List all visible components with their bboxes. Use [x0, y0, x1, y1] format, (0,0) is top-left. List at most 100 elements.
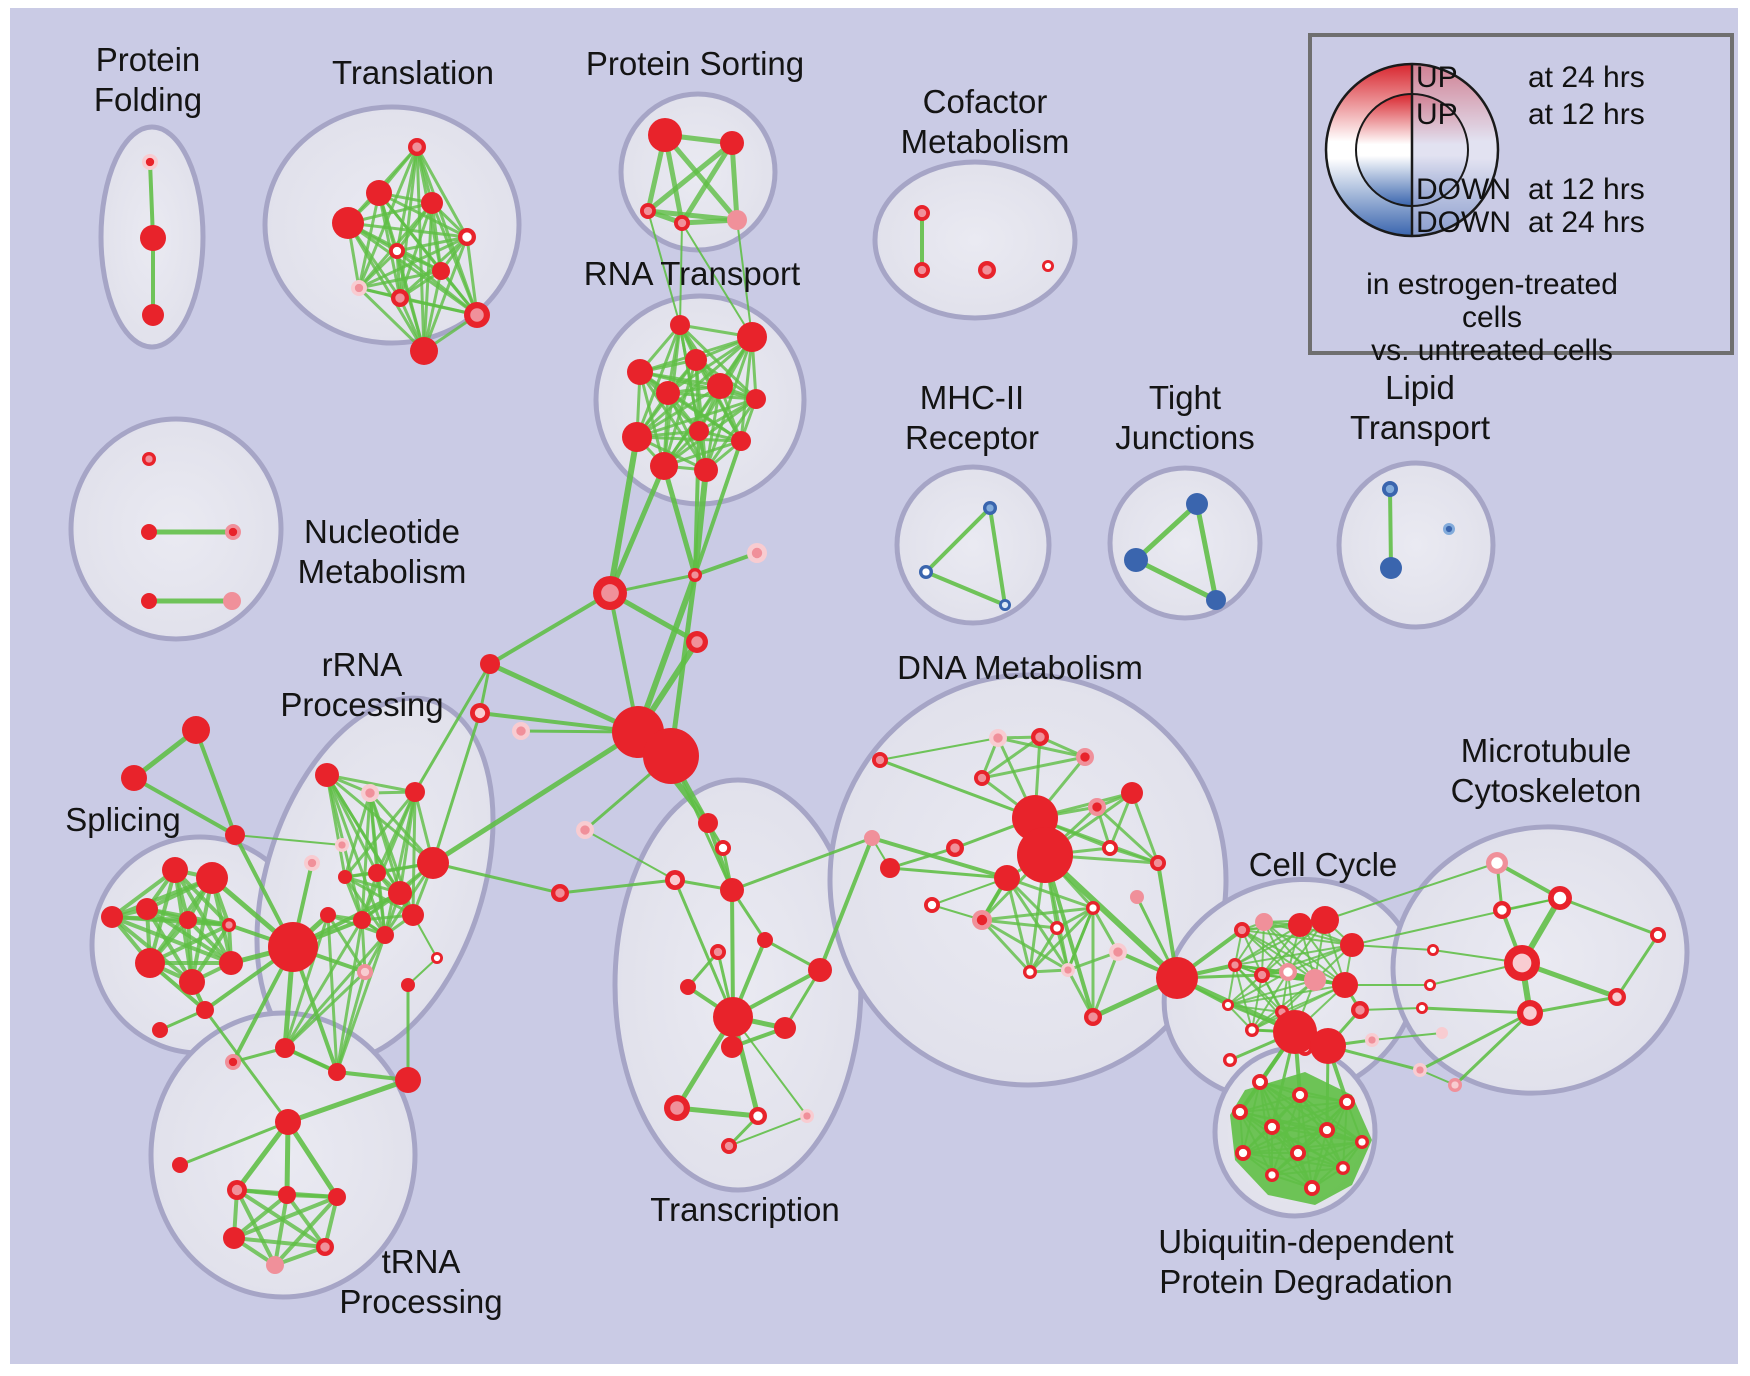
cluster-ellipse-transcription [612, 777, 864, 1193]
network-node [720, 131, 744, 155]
network-edge [148, 868, 177, 965]
network-node [1273, 1010, 1317, 1054]
network-edge [1251, 974, 1263, 1031]
network-node [1436, 1027, 1448, 1039]
network-edge [487, 661, 641, 735]
network-node-core [1224, 1001, 1232, 1009]
cluster-label-protein-folding: Protein Folding [93, 41, 203, 118]
network-node-core [1248, 1026, 1256, 1034]
network-node [746, 389, 766, 409]
network-edge [1271, 1101, 1348, 1176]
network-node-core [677, 218, 687, 228]
legend-row-down-12: DOWN at 12 hrs [1416, 172, 1645, 208]
network-node [320, 907, 336, 923]
legend-direction-label: UP [1416, 98, 1458, 131]
network-edge [194, 728, 237, 837]
network-edge [980, 906, 1095, 922]
network-node-core [1035, 732, 1045, 742]
network-edge [693, 439, 743, 577]
network-edge [584, 829, 676, 881]
legend-row-up-24: UP at 24 hrs [1416, 60, 1645, 96]
network-edge [668, 572, 698, 759]
network-edge [283, 918, 364, 1050]
network-node [694, 458, 718, 482]
network-edge [1005, 876, 1070, 972]
network-node-core [724, 1141, 734, 1151]
legend-caption: in estrogen-treated cells vs. untreated … [1366, 268, 1618, 367]
legend-time-label: at 24 hrs [1528, 206, 1645, 239]
network-edge [273, 1195, 339, 1267]
network-edge [1271, 1167, 1344, 1176]
network-edge [1324, 862, 1498, 921]
network-node [757, 932, 773, 948]
network-node-core [580, 825, 590, 835]
network-edge [732, 1016, 808, 1117]
network-node-core [1257, 970, 1267, 980]
network-edge [1055, 926, 1070, 972]
network-edge [996, 736, 1087, 759]
network-edge [1271, 1126, 1363, 1143]
network-node [275, 1038, 295, 1058]
network-node [268, 922, 318, 972]
cluster-label-nucleotide-metabolism: Nucleotide Metabolism [297, 513, 467, 590]
network-node [432, 262, 450, 280]
network-node [328, 1188, 346, 1206]
cluster-label-lipid-transport: Lipid Transport [1350, 369, 1490, 446]
network-node [101, 906, 123, 928]
cluster-label-translation: Translation [331, 54, 495, 91]
network-node [685, 349, 707, 371]
network-edge [666, 335, 754, 395]
network-node [142, 304, 164, 326]
cluster-label-microtubule-cytoskeleton: Microtubule Cytoskeleton [1450, 732, 1642, 809]
network-node [266, 1256, 284, 1274]
network-edge [1042, 852, 1180, 981]
network-edge [413, 662, 492, 794]
network-edge [1227, 971, 1289, 1006]
network-node [152, 1022, 168, 1038]
network-node-core [470, 308, 484, 322]
network-node-core [1418, 1004, 1426, 1012]
network-edge [674, 1105, 761, 1119]
network-edge [488, 591, 612, 666]
network-node-core [691, 636, 703, 648]
network-edge [924, 570, 1007, 607]
network-node [368, 864, 386, 882]
network-edge [607, 463, 667, 596]
network-edge [635, 335, 754, 439]
network-node-core [1426, 981, 1434, 989]
network-node-core [1044, 262, 1052, 270]
network-edge [1043, 853, 1095, 1019]
network-node-core [228, 1057, 238, 1067]
network-edge [234, 834, 343, 846]
network-edge [870, 836, 1009, 880]
network-edge [1297, 1141, 1363, 1154]
network-edge [736, 219, 753, 338]
network-edge [285, 1193, 327, 1249]
network-edge [232, 1195, 339, 1240]
legend-time-label: at 12 hrs [1528, 173, 1645, 206]
network-node [135, 948, 165, 978]
network-edge [980, 735, 1042, 780]
cluster-label-tight-junctions: Tight Junctions [1115, 379, 1255, 456]
network-node [141, 593, 157, 609]
network-node-core [1088, 1012, 1098, 1022]
network-edge [739, 335, 754, 443]
network-edge [924, 506, 992, 574]
network-node-core [412, 142, 422, 152]
network-node [1332, 972, 1358, 998]
network-edge [1251, 979, 1316, 1031]
network-edge [1418, 1011, 1532, 1072]
network-edge [1005, 876, 1095, 910]
network-edge [879, 737, 999, 761]
network-node-core [555, 888, 565, 898]
network-edge [1130, 791, 1160, 865]
network-edge [1359, 1007, 1423, 1011]
network-edge [1194, 501, 1219, 603]
network-edge [980, 755, 1087, 780]
cluster-label-cell-cycle: Cell Cycle [1248, 846, 1398, 883]
network-edge [678, 323, 758, 401]
network-node-core [1080, 752, 1090, 762]
network-edge [1133, 501, 1200, 563]
network-edge [1351, 944, 1434, 951]
network-edge [283, 970, 367, 1050]
